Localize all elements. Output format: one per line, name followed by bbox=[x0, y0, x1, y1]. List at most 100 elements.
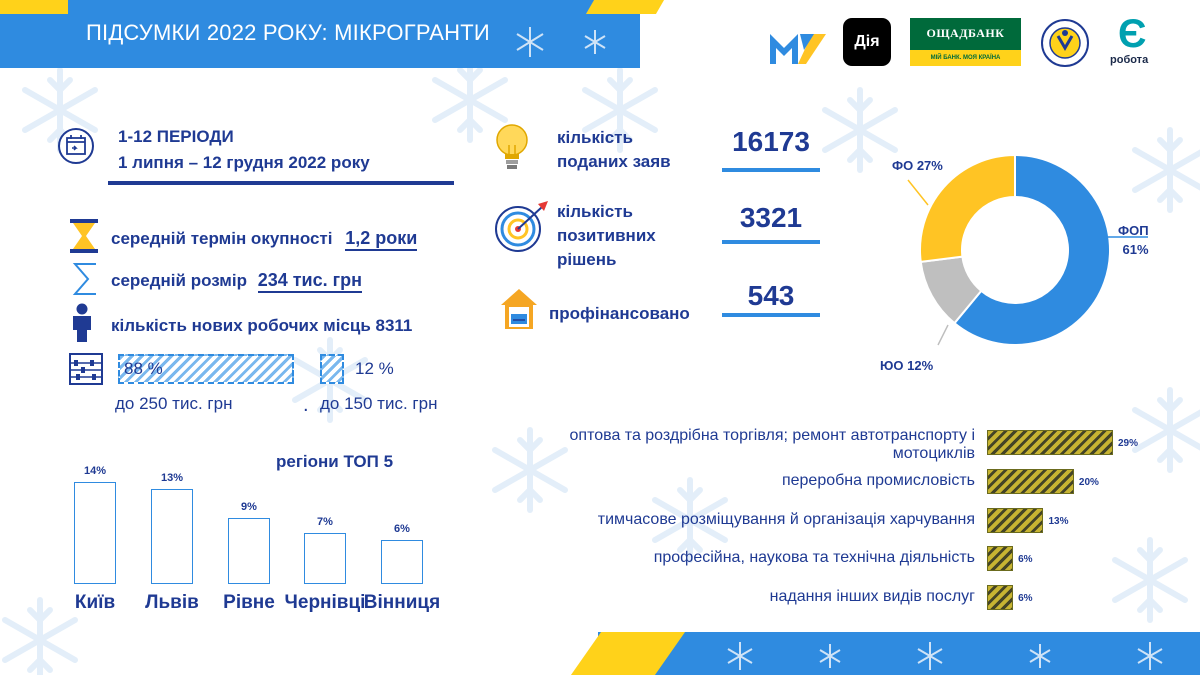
header-accent-right bbox=[585, 0, 665, 14]
region-bar bbox=[74, 482, 116, 584]
region-name-label: Рівне bbox=[223, 592, 275, 613]
sector-bar bbox=[987, 430, 1113, 455]
page-title: ПІДСУМКИ 2022 РОКУ: МІКРОГРАНТИ bbox=[86, 20, 490, 45]
calendar-icon bbox=[58, 128, 94, 164]
positive-decisions-value: 3321 bbox=[739, 202, 803, 233]
erobota-logo: Є робота bbox=[1110, 12, 1156, 70]
share-bar-250k bbox=[118, 354, 294, 384]
oschadbank-logo: ОЩАДБАНК МІЙ БАНК. МОЯ КРАЇНА bbox=[910, 18, 1021, 66]
sector-bar bbox=[987, 469, 1074, 494]
region-bar bbox=[304, 533, 346, 584]
abacus-icon bbox=[69, 353, 103, 385]
positive-label-line-2: позитивних bbox=[557, 226, 656, 245]
period-divider bbox=[108, 181, 454, 185]
share-label-250k: 88 % bbox=[124, 359, 163, 378]
share-label-150k: 12 % bbox=[355, 359, 394, 378]
applications-label: кількість поданих заяв bbox=[557, 126, 671, 174]
regions-chart-title: регіони ТОП 5 bbox=[276, 452, 394, 471]
applications-value: 16173 bbox=[732, 126, 810, 157]
lightbulb-icon bbox=[496, 124, 528, 169]
positive-label-line-3: рішень bbox=[557, 250, 617, 269]
payback-label: середній термін окупності bbox=[111, 229, 333, 248]
sector-name-line: тимчасове розміщування й організація хар… bbox=[597, 511, 975, 528]
average-size-label: середній розмір bbox=[111, 271, 247, 290]
diya-logo: Дія bbox=[843, 18, 891, 66]
target-icon bbox=[495, 201, 548, 252]
oschadbank-slogan: МІЙ БАНК. МОЯ КРАЇНА bbox=[910, 50, 1021, 66]
footer-band bbox=[598, 632, 1200, 675]
header-accent bbox=[0, 0, 68, 14]
sector-name-line: оптова та роздрібна торгівля; ремонт авт… bbox=[569, 427, 975, 444]
sector-bar bbox=[987, 546, 1014, 571]
sector-value-label: 6% bbox=[1018, 593, 1033, 604]
footer-snowflakes bbox=[727, 642, 1163, 670]
region-name-label: Львів bbox=[145, 592, 199, 613]
region-value-label: 7% bbox=[317, 516, 333, 528]
share-caption-150k: до 150 тис. грн bbox=[320, 394, 438, 413]
positive-decisions-label: кількість позитивних рішень bbox=[557, 200, 656, 272]
region-value-label: 13% bbox=[160, 472, 184, 485]
person-icon bbox=[73, 303, 91, 342]
sector-name-line: переробна промисловість bbox=[781, 472, 975, 489]
donut-slice-fo bbox=[919, 155, 1016, 264]
sector-value-label: 20% bbox=[1078, 477, 1099, 488]
region-value-label: 14% bbox=[83, 465, 107, 477]
leader-yuo bbox=[937, 324, 949, 346]
positive-label-line-1: кількість bbox=[557, 202, 633, 221]
region-name-label: Київ bbox=[74, 592, 116, 613]
funded-underline bbox=[722, 313, 820, 317]
donut-chart bbox=[907, 155, 1148, 346]
sector-value-label: 13% bbox=[1048, 516, 1069, 527]
donut-slice-fop bbox=[953, 155, 1111, 346]
positive-decisions-underline bbox=[722, 240, 820, 244]
region-value-label: 9% bbox=[241, 501, 257, 514]
applications-label-line-1: кількість bbox=[557, 128, 633, 147]
donut-label-fop-value: 61% bbox=[1122, 242, 1149, 257]
share-bar-150k bbox=[320, 354, 344, 384]
leader-fo bbox=[907, 179, 929, 206]
erobota-word: робота bbox=[1110, 54, 1149, 66]
new-jobs-row: кількість нових робочих місць 8311 bbox=[111, 316, 413, 335]
sector-name-line: надання інших видів послуг bbox=[769, 588, 975, 605]
employment-service-logo bbox=[1041, 19, 1089, 67]
payback-row: середній термін окупності 1,2 роки bbox=[111, 228, 418, 251]
sector-value-label: 29% bbox=[1118, 438, 1139, 449]
average-size-value: 234 тис. грн bbox=[257, 270, 362, 293]
region-name-label: Вінниця bbox=[363, 592, 441, 613]
header-snowflakes bbox=[516, 27, 606, 57]
donut-label-fop-name: ФОП bbox=[1118, 223, 1149, 238]
region-bar bbox=[228, 518, 270, 584]
region-bar bbox=[151, 489, 193, 584]
sector-bar bbox=[987, 585, 1014, 610]
region-bar bbox=[381, 540, 423, 584]
donut-label-fop: ФОП 61% bbox=[1118, 221, 1149, 259]
average-size-row: середній розмір 234 тис. грн bbox=[111, 270, 362, 293]
region-value-label: 6% bbox=[394, 523, 410, 536]
funded-label: профінансовано bbox=[549, 304, 690, 323]
sector-name-line: професійна, наукова та технічна діяльніс… bbox=[653, 549, 975, 566]
applications-underline bbox=[722, 168, 820, 172]
sector-bar bbox=[987, 508, 1044, 533]
period-range: 1-12 ПЕРІОДИ bbox=[118, 127, 234, 146]
partner-logos: Дія ОЩАДБАНК МІЙ БАНК. МОЯ КРАЇНА Є робо… bbox=[770, 12, 1190, 70]
sector-name-label: переробна промисловість bbox=[480, 472, 975, 490]
donut-label-yuo: ЮО 12% bbox=[880, 358, 934, 373]
oschadbank-name: ОЩАДБАНК bbox=[926, 26, 1005, 40]
funded-value: 543 bbox=[747, 280, 795, 311]
sector-name-line: мотоциклів bbox=[892, 445, 975, 462]
sector-value-label: 6% bbox=[1018, 554, 1033, 565]
sector-name-label: професійна, наукова та технічна діяльніс… bbox=[480, 549, 975, 567]
header-band bbox=[0, 0, 640, 68]
sector-name-label: тимчасове розміщування й організація хар… bbox=[480, 511, 975, 529]
share-separator: . bbox=[303, 394, 309, 416]
ministry-logo bbox=[770, 34, 826, 64]
erobota-letter: Є bbox=[1118, 12, 1147, 56]
share-caption-250k: до 250 тис. грн bbox=[115, 394, 233, 413]
sector-name-label: оптова та роздрібна торгівля; ремонт авт… bbox=[480, 427, 975, 463]
sigma-icon bbox=[72, 263, 96, 295]
applications-label-line-2: поданих заяв bbox=[557, 152, 671, 171]
region-name-label: Чернівці bbox=[284, 592, 366, 613]
donut-label-fo: ФО 27% bbox=[892, 158, 943, 173]
hourglass-icon bbox=[70, 219, 98, 253]
period-dates: 1 липня – 12 грудня 2022 року bbox=[118, 153, 370, 172]
